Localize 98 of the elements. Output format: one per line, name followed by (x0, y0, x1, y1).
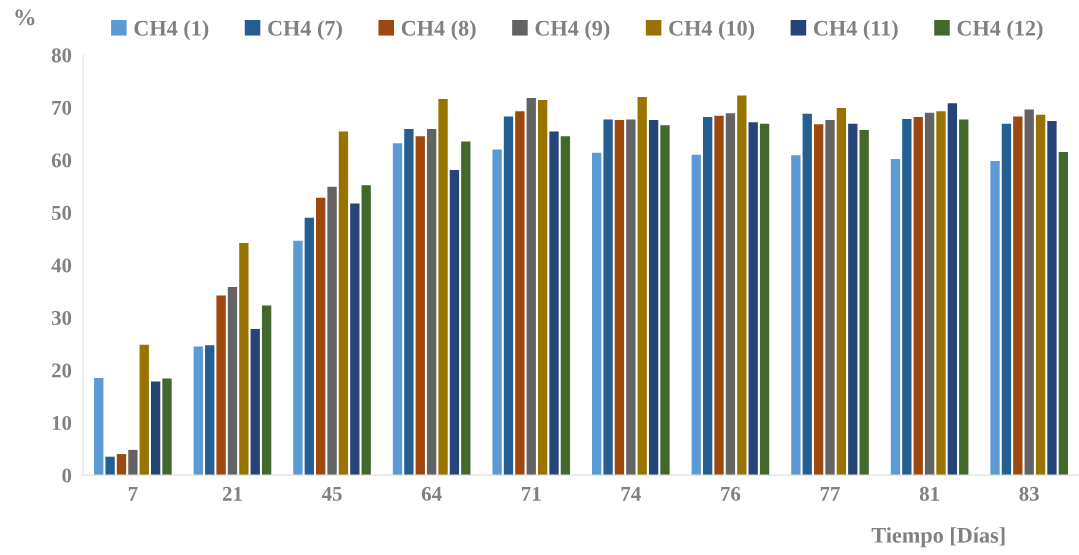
x-tick-label: 7 (128, 487, 138, 501)
bar (239, 242, 249, 476)
legend-label: CH4 (1) (134, 20, 209, 41)
bar (1047, 121, 1057, 476)
x-tick-label: 64 (421, 486, 442, 501)
bar (703, 116, 713, 476)
legend-label: CH4 (11) (813, 20, 898, 41)
bar (327, 186, 337, 476)
bar (162, 378, 172, 476)
legend-label: CH4 (10) (669, 20, 755, 41)
bar (415, 136, 425, 476)
x-tick-label: 81 (919, 486, 939, 501)
bar (748, 122, 758, 476)
bar (1035, 114, 1046, 476)
bar (438, 99, 448, 476)
bar (105, 456, 115, 476)
y-tick-label: 70 (52, 100, 72, 115)
bar (128, 449, 138, 476)
y-tick-label: 40 (51, 258, 72, 273)
y-tick-label: 10 (52, 415, 72, 430)
y-tick-label: 80 (51, 48, 72, 63)
x-tick-label: 45 (321, 486, 342, 501)
bar (890, 158, 901, 476)
bar (216, 295, 226, 476)
x-tick-label: 83 (1019, 486, 1039, 501)
bar (737, 95, 747, 476)
bar (227, 287, 238, 476)
bar (603, 119, 613, 476)
bar (316, 197, 326, 476)
y-axis-title: % (15, 9, 35, 26)
bar (902, 119, 912, 476)
bar (205, 345, 215, 476)
y-tick-label: 30 (51, 310, 72, 325)
x-tick-label: 77 (820, 487, 840, 501)
bar (116, 454, 127, 476)
bar (859, 130, 869, 476)
bar (1013, 116, 1023, 476)
x-tick-label: 21 (222, 486, 242, 501)
bar (139, 344, 149, 476)
legend-label: CH4 (7) (268, 20, 342, 41)
legend-label: CH4 (8) (401, 20, 476, 41)
bar (637, 96, 647, 476)
bar (759, 123, 770, 476)
bar (261, 305, 272, 476)
y-tick-label: 20 (52, 363, 72, 378)
bar (1024, 109, 1034, 476)
bar (449, 169, 460, 476)
bar (648, 120, 659, 476)
y-tick-label: 50 (51, 205, 72, 220)
bar (913, 116, 923, 476)
bar (526, 98, 536, 476)
y-tick-label: 0 (62, 468, 72, 483)
bar (714, 115, 724, 476)
x-tick-label: 74 (621, 486, 641, 501)
x-tick-label: 76 (721, 486, 741, 501)
bar (1001, 123, 1012, 476)
bar (392, 143, 403, 476)
bar (361, 185, 371, 476)
bar (825, 120, 835, 476)
y-tick-label: 60 (51, 153, 72, 168)
bar (338, 131, 349, 476)
bar (802, 113, 812, 476)
bar (614, 120, 625, 476)
legend-label: CH4 (12) (957, 20, 1043, 41)
x-tick-label: 71 (522, 486, 541, 501)
bar (250, 329, 260, 476)
bar (936, 111, 946, 476)
bar (515, 111, 525, 476)
bar (94, 377, 104, 476)
bar (293, 240, 303, 476)
legend-label: CH4 (9) (535, 20, 610, 41)
bar (990, 161, 1000, 476)
bar (791, 155, 801, 476)
bar (660, 125, 670, 476)
bar (537, 100, 548, 476)
bar (560, 136, 571, 476)
bar (725, 113, 736, 476)
bar (461, 141, 471, 476)
bar (350, 203, 360, 476)
bar (592, 152, 602, 476)
bar (193, 346, 203, 476)
bar (404, 128, 414, 476)
bar (549, 131, 559, 476)
bar (150, 381, 161, 476)
bar (813, 124, 824, 476)
bar (492, 149, 502, 476)
x-axis-title: Tiempo [Días] (871, 527, 1005, 548)
bar (836, 107, 847, 476)
bar (426, 128, 437, 476)
bar (626, 119, 636, 476)
bar (503, 116, 514, 476)
bar (947, 103, 958, 476)
bar (848, 123, 858, 476)
bar (691, 154, 701, 476)
bar (959, 119, 969, 476)
bar (924, 112, 935, 476)
bar (304, 217, 314, 476)
bar (1058, 152, 1069, 476)
